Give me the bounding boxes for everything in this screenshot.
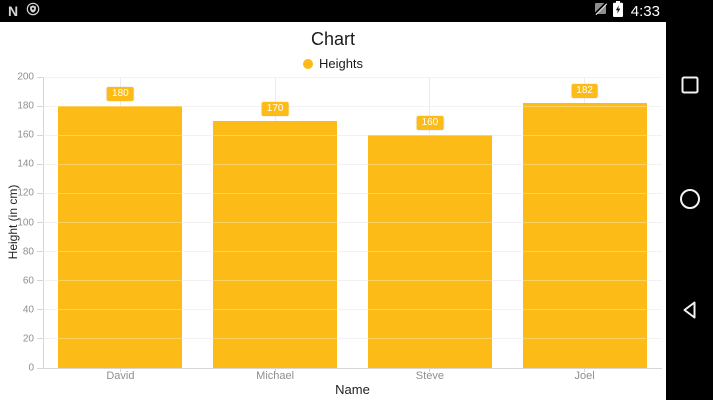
y-tick-label: 60 — [22, 275, 34, 287]
x-category-label: Joel — [574, 370, 595, 382]
gridline-overlay — [43, 309, 662, 311]
y-tick — [37, 192, 43, 194]
gridline-overlay — [43, 192, 662, 194]
bar[interactable] — [58, 106, 183, 368]
y-gridline — [43, 105, 662, 107]
app-content: Chart Heights Height (in cm) 0 20 40 60 80 10… — [0, 22, 666, 400]
chart-title: Chart — [310, 29, 355, 49]
legend-label: Heights — [318, 56, 364, 71]
x-tick — [584, 368, 586, 372]
y-gridline — [43, 192, 662, 194]
y-tick-label: 200 — [17, 71, 34, 83]
y-tick — [37, 309, 43, 311]
status-time: 4:33 — [630, 2, 660, 20]
bar-value-badge: 160 — [416, 116, 444, 131]
gridline-overlay — [43, 105, 662, 107]
status-bar-left: N — [8, 2, 40, 21]
status-bar-right: 4:33 — [593, 0, 660, 22]
bar-value-badge: 180 — [107, 87, 134, 102]
y-tick-label: 0 — [28, 362, 34, 374]
y-axis-line — [43, 77, 44, 368]
gridline-overlay — [43, 338, 662, 340]
no-signal-icon — [593, 2, 607, 20]
android-n-logo-icon: N — [8, 3, 19, 19]
x-category-label: Michael — [256, 370, 295, 382]
y-gridline — [43, 222, 662, 223]
y-gridline — [43, 309, 662, 311]
y-gridline — [43, 251, 662, 253]
home-button[interactable] — [670, 179, 710, 219]
y-tick — [37, 222, 43, 223]
gridline-overlay — [43, 76, 662, 78]
gridline-overlay — [43, 222, 662, 223]
y-tick-label: 180 — [17, 100, 34, 112]
chart-legend: Heights — [0, 56, 666, 71]
y-tick-label: 160 — [17, 129, 34, 141]
y-tick — [37, 76, 43, 78]
y-tick — [37, 163, 43, 165]
y-tick-label: 20 — [22, 333, 34, 345]
y-tick-label: 140 — [17, 158, 34, 170]
y-tick — [37, 134, 43, 136]
gridline-overlay — [43, 251, 662, 253]
y-tick-label: 80 — [22, 246, 34, 258]
x-axis-line — [43, 368, 662, 369]
bar[interactable] — [522, 103, 647, 368]
bar[interactable] — [213, 120, 338, 368]
x-category-label: David — [106, 370, 135, 382]
y-gridline — [43, 76, 662, 78]
y-gridline — [43, 134, 662, 136]
plot-area: 0 20 40 60 80 100 120 140 160 180 200 David 180 Micha… — [0, 22, 666, 400]
y-gridline — [43, 338, 662, 340]
recents-button[interactable] — [670, 65, 710, 105]
bar-value-badge: 182 — [571, 84, 598, 99]
status-bar: N — [0, 0, 666, 22]
recents-square-icon — [681, 76, 698, 94]
y-tick — [37, 105, 43, 107]
y-tick — [37, 251, 43, 253]
y-gridline — [43, 163, 662, 165]
navigation-bar — [666, 0, 713, 400]
y-tick-label: 100 — [17, 217, 34, 228]
x-tick — [119, 368, 121, 372]
back-triangle-icon — [683, 301, 695, 319]
y-tick-label: 40 — [22, 304, 34, 316]
home-circle-icon — [679, 189, 700, 209]
battery-charging-icon — [612, 0, 623, 22]
back-button[interactable] — [670, 290, 710, 330]
y-tick — [37, 338, 43, 340]
x-axis-title: Name — [335, 382, 370, 397]
x-category-label: Steve — [415, 370, 444, 382]
x-tick — [274, 368, 276, 372]
y-tick — [37, 367, 43, 369]
x-tick — [429, 368, 431, 372]
gridline-overlay — [43, 163, 662, 165]
y-gridline — [43, 280, 662, 282]
gridline-overlay — [43, 280, 662, 282]
y-tick-label: 120 — [17, 187, 34, 199]
bar[interactable] — [367, 135, 492, 368]
bar-value-badge: 170 — [261, 101, 289, 116]
legend-marker-icon — [302, 58, 313, 69]
gridline-overlay — [43, 134, 662, 136]
y-tick — [37, 280, 43, 282]
shield-badge-icon — [26, 2, 40, 21]
